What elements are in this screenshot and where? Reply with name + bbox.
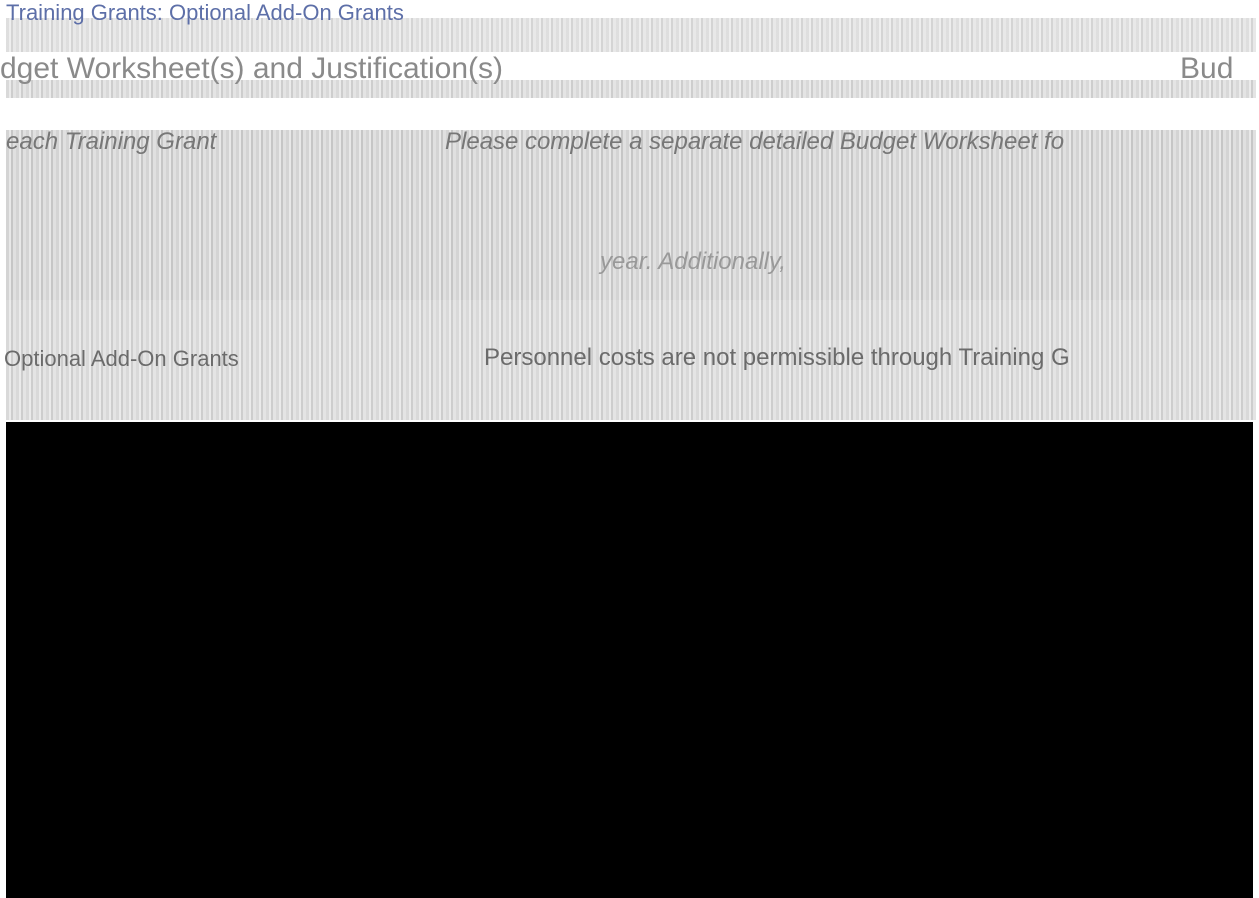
- noise-band: [6, 80, 1256, 98]
- section-right-title: Bud: [1180, 52, 1234, 85]
- row-label: each Training Grant: [6, 128, 217, 155]
- row-text: year. Additionally,: [600, 248, 786, 275]
- row-text: Please complete a separate detailed Budg…: [445, 128, 1065, 155]
- row-text: Personnel costs are not permissible thro…: [484, 344, 1070, 371]
- dark-area: [6, 422, 1253, 898]
- section-title: dget Worksheet(s) and Justification(s): [0, 52, 503, 85]
- noise-band: [6, 18, 1256, 52]
- row-label: Optional Add-On Grants: [4, 346, 239, 371]
- noise-band: [6, 300, 1256, 420]
- noise-band: [6, 130, 1256, 300]
- page-title: Training Grants: Optional Add-On Grants: [6, 0, 404, 25]
